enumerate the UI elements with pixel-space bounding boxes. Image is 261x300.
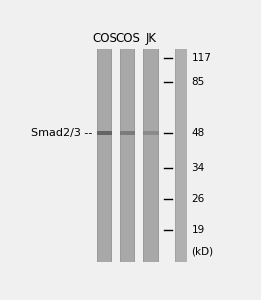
Text: (kD): (kD) xyxy=(191,247,213,257)
Bar xyxy=(143,49,158,262)
Text: 34: 34 xyxy=(191,163,205,173)
Text: 117: 117 xyxy=(191,53,211,63)
Bar xyxy=(134,49,135,262)
Bar xyxy=(143,131,158,135)
Text: 19: 19 xyxy=(191,225,205,235)
Text: COS: COS xyxy=(115,32,140,45)
Text: JK: JK xyxy=(145,32,156,45)
Bar xyxy=(111,49,112,262)
Bar xyxy=(175,49,176,262)
Text: Smad2/3 --: Smad2/3 -- xyxy=(31,128,93,138)
Bar xyxy=(97,49,112,262)
Text: 85: 85 xyxy=(191,77,205,87)
Bar xyxy=(97,131,112,135)
Bar xyxy=(120,49,121,262)
Text: COS: COS xyxy=(92,32,117,45)
Bar xyxy=(97,49,98,262)
Bar xyxy=(143,49,144,262)
Bar xyxy=(175,49,187,262)
Text: 48: 48 xyxy=(191,128,205,138)
Bar xyxy=(120,131,135,135)
Bar xyxy=(120,49,135,262)
Text: 26: 26 xyxy=(191,194,205,204)
